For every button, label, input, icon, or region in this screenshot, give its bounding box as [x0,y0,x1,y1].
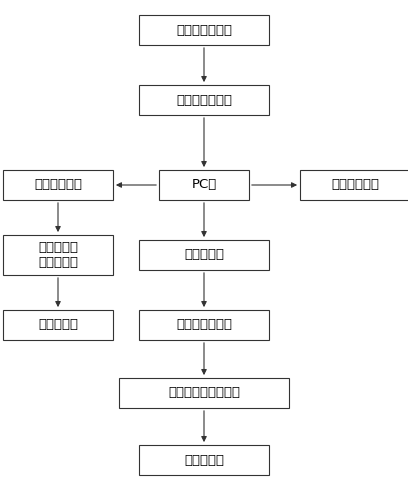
Bar [139,310,269,340]
Bar [139,445,269,475]
Bar [300,170,408,200]
Bar [119,378,289,408]
Text: 接触式测头
信号接收器: 接触式测头 信号接收器 [38,241,78,269]
Text: 厚度补偿刀路规划器: 厚度补偿刀路规划器 [168,386,240,399]
Text: 厚度分布拟合器: 厚度分布拟合器 [176,318,232,331]
Text: 测量路径仿真器: 测量路径仿真器 [176,94,232,107]
Text: PC机: PC机 [191,179,217,191]
Bar [139,85,269,115]
Text: 五轴数控机床: 五轴数控机床 [34,179,82,191]
Text: 刀路仿真器: 刀路仿真器 [184,453,224,467]
Bar [139,15,269,45]
Text: 测量路径规划器: 测量路径规划器 [176,23,232,37]
Bar [139,240,269,270]
Text: 超声波测厚仪: 超声波测厚仪 [331,179,379,191]
Bar [159,170,249,200]
Text: 曲面重构器: 曲面重构器 [184,248,224,261]
Bar [3,170,113,200]
Bar [3,235,113,275]
Text: 接触式测头: 接触式测头 [38,318,78,331]
Bar [3,310,113,340]
